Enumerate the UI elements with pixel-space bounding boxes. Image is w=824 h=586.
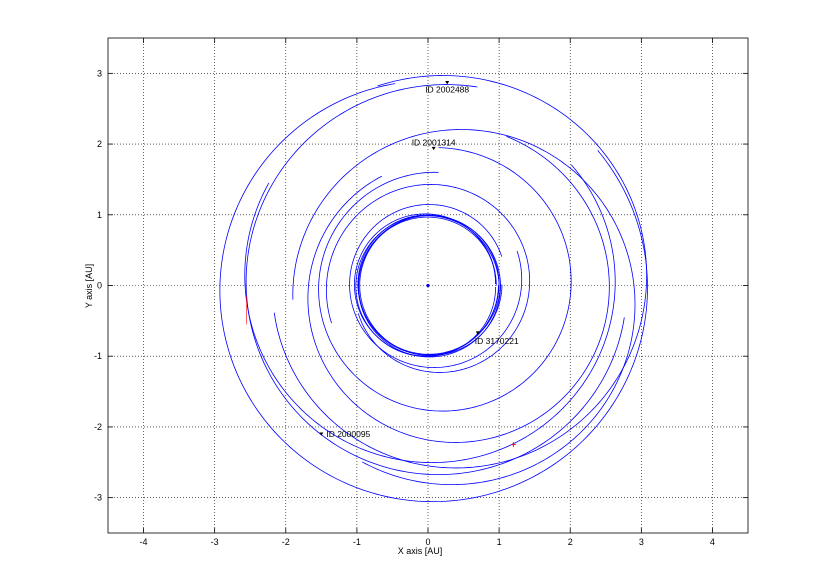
asteroid-orbit-mid-1 (325, 184, 531, 373)
object-marker (445, 81, 450, 85)
object-marker (431, 146, 436, 151)
x-axis-label: X axis [AU] (398, 546, 443, 556)
x-tick-label: 0 (425, 537, 430, 547)
y-tick-label: 3 (97, 68, 102, 78)
grid (108, 38, 748, 533)
object-label: ID 2002488 (425, 85, 469, 95)
asteroid-orbit-mid-2 (307, 136, 610, 443)
asteroid-orbit-outer-2 (292, 129, 636, 486)
sun-marker (426, 283, 430, 288)
orbit-lines (219, 75, 648, 503)
y-tick-label: 1 (97, 210, 102, 220)
x-tick-label: 2 (568, 537, 573, 547)
x-tick-label: 1 (497, 537, 502, 547)
object-label: ID 3170221 (475, 336, 519, 346)
y-tick-label: 2 (97, 139, 102, 149)
tick-labels: -4 -3 -2 -1 0 1 2 3 4 -3 -2 -1 0 1 2 3 (94, 68, 715, 547)
x-tick-label: -2 (282, 537, 290, 547)
y-tick-label: -3 (94, 493, 102, 503)
x-tick-label: 4 (710, 537, 715, 547)
x-tick-label: -4 (140, 537, 148, 547)
object-label: ID 2001314 (412, 137, 456, 147)
asteroid-orbit-2001314 (318, 147, 572, 412)
asteroid-orbit-2002488 (245, 84, 625, 476)
y-tick-label: -2 (94, 422, 102, 432)
object-label: ID 2000095 (326, 429, 370, 439)
x-tick-label: -1 (353, 537, 361, 547)
y-axis-label: Y axis [AU] (84, 264, 94, 308)
earth-orbit-trace (357, 214, 501, 355)
object-marker (475, 331, 480, 335)
x-tick-label: 3 (639, 537, 644, 547)
asteroid-orbit-outer-1 (219, 83, 648, 503)
object-marker (319, 432, 324, 436)
y-tick-label: 0 (97, 281, 102, 291)
earth-orbit-trace (359, 215, 503, 356)
asteroid-orbit-3170221 (349, 204, 523, 368)
asteroid-orbit-2000095 (273, 75, 648, 469)
y-tick-label: -1 (94, 351, 102, 361)
asteroid-orbit-outer-3 (244, 164, 616, 464)
x-tick-label: -3 (211, 537, 219, 547)
markers: ID 2002488 ID 2001314 ID 3170221 ID 2000095 (246, 81, 519, 448)
